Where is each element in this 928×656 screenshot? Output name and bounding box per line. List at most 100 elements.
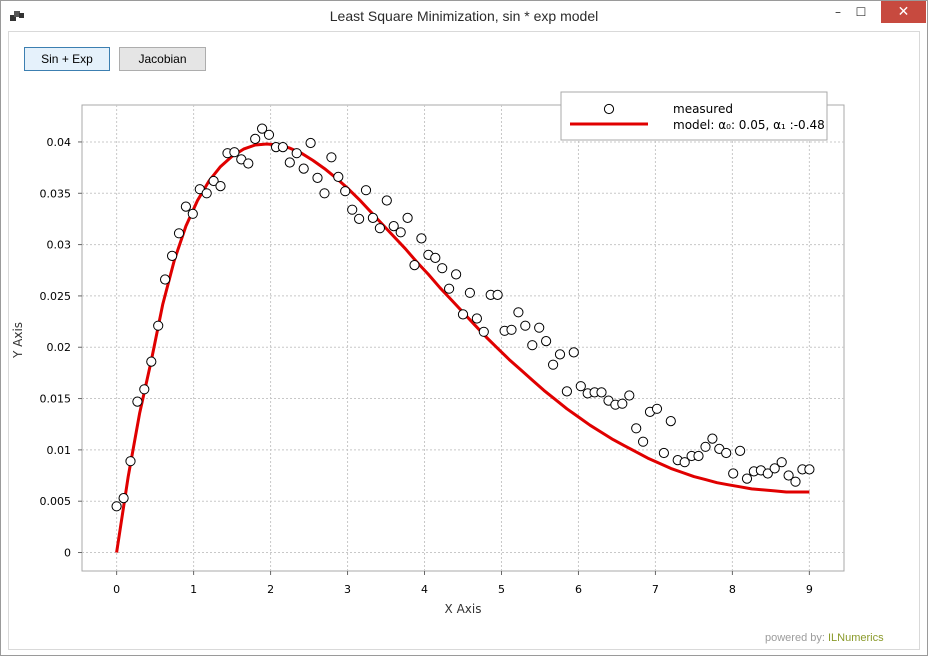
- measured-point: [631, 423, 642, 434]
- sin-exp-button[interactable]: Sin + Exp: [24, 47, 110, 71]
- measured-point: [478, 326, 489, 337]
- measured-point: [312, 172, 323, 183]
- y-tick-label: 0.035: [40, 187, 72, 200]
- measured-point: [804, 464, 815, 475]
- y-tick-label: 0.015: [40, 393, 72, 406]
- powered-prefix: powered by:: [765, 632, 828, 644]
- measured-point: [201, 188, 212, 199]
- measured-point: [402, 212, 413, 223]
- measured-point: [561, 386, 573, 397]
- measured-point: [554, 349, 566, 360]
- measured-point: [527, 340, 538, 351]
- app-icon: [10, 11, 24, 21]
- measured-point: [319, 188, 330, 199]
- measured-point: [638, 436, 649, 447]
- measured-point: [693, 450, 704, 462]
- measured-point: [326, 152, 337, 163]
- measured-point: [617, 398, 628, 409]
- maximize-button[interactable]: ☐: [855, 5, 867, 19]
- measured-point: [457, 309, 469, 320]
- measured-point: [658, 447, 670, 459]
- measured-point: [250, 133, 261, 144]
- x-tick-label: 4: [421, 583, 428, 596]
- measured-point: [284, 157, 295, 168]
- measured-point: [783, 470, 794, 481]
- measured-point: [541, 336, 552, 347]
- measured-point: [305, 137, 316, 149]
- x-tick-label: 0: [113, 583, 120, 596]
- measured-point: [111, 501, 122, 512]
- axis-ticks: 0 1 2 3 4 5 6 7 8 9 0 0.005 0.01 0.015 0.02 0.025 0.03 0.…: [40, 136, 813, 596]
- measured-point: [741, 473, 753, 484]
- measured-point: [568, 347, 579, 358]
- legend[interactable]: measured model: α₀: 0.05, α₁ :-0.48: [560, 91, 828, 141]
- measured-point: [700, 441, 711, 452]
- measured-point: [409, 260, 420, 271]
- measured-point: [125, 456, 136, 467]
- measured-point: [367, 212, 378, 223]
- x-tick-label: 7: [652, 583, 659, 596]
- measured-point: [444, 283, 455, 294]
- measured-point: [464, 287, 475, 298]
- brand-name: ILNumerics: [827, 632, 884, 644]
- measured-point: [665, 416, 676, 427]
- measured-point: [575, 381, 586, 392]
- x-tick-label: 9: [806, 583, 813, 596]
- measured-point: [437, 263, 448, 274]
- measured-point: [215, 181, 226, 192]
- measured-point: [534, 322, 545, 333]
- measured-point: [430, 252, 441, 263]
- measured-point: [492, 289, 503, 300]
- measured-point: [728, 468, 739, 479]
- measured-point: [360, 185, 372, 196]
- measured-point: [520, 320, 531, 331]
- y-tick-label: 0.025: [40, 290, 72, 303]
- measured-point: [776, 457, 787, 468]
- measured-point: [388, 221, 399, 232]
- measured-point: [132, 396, 143, 407]
- x-tick-label: 3: [344, 583, 351, 596]
- title-bar[interactable]: Least Square Minimization, sin * exp mod…: [1, 1, 927, 31]
- measured-point: [374, 223, 385, 234]
- measured-point: [451, 269, 462, 280]
- minimize-button[interactable]: –: [835, 5, 841, 19]
- measured-point: [180, 201, 191, 212]
- measured-point: [347, 204, 358, 215]
- y-tick-label: 0.01: [47, 444, 72, 457]
- window-title: Least Square Minimization, sin * exp mod…: [329, 8, 599, 24]
- measured-point: [208, 175, 219, 187]
- measured-point: [624, 390, 635, 401]
- measured-point: [243, 158, 254, 169]
- measured-point: [263, 129, 275, 140]
- measured-point: [146, 356, 157, 367]
- measured-point: [381, 195, 392, 206]
- close-button[interactable]: ✕: [881, 1, 926, 23]
- measured-point: [762, 468, 773, 479]
- measured-point: [679, 457, 690, 468]
- measured-point: [707, 433, 718, 444]
- measured-point: [277, 142, 288, 153]
- x-tick-label: 8: [729, 583, 736, 596]
- legend-marker-icon: [603, 103, 615, 115]
- y-tick-label: 0.04: [47, 136, 72, 149]
- measured-point: [471, 313, 482, 324]
- measured-point: [721, 447, 732, 459]
- measured-point: [416, 233, 427, 244]
- measured-point: [229, 147, 240, 158]
- x-tick-label: 1: [190, 583, 197, 596]
- measured-series: [111, 123, 815, 512]
- measured-point: [790, 476, 801, 487]
- jacobian-button[interactable]: Jacobian: [119, 47, 206, 71]
- x-axis-label: X Axis: [445, 602, 482, 616]
- legend-label-model: model: α₀: 0.05, α₁ :-0.48: [673, 118, 825, 132]
- grid-lines: [82, 105, 844, 571]
- measured-point: [118, 493, 129, 504]
- measured-point: [395, 227, 406, 238]
- y-tick-label: 0.03: [47, 239, 72, 252]
- measured-point: [735, 445, 746, 456]
- measured-point: [173, 228, 185, 239]
- y-tick-label: 0: [64, 547, 71, 560]
- y-axis-label: Y Axis: [11, 322, 25, 359]
- measured-point: [548, 359, 559, 370]
